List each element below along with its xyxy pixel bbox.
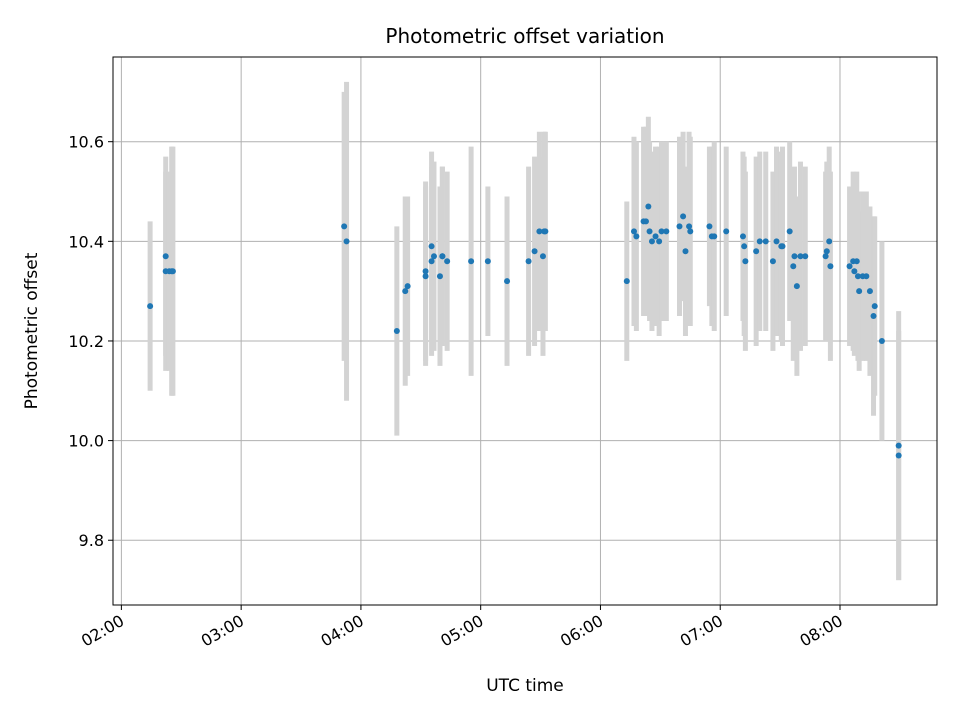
data-point <box>822 253 829 260</box>
data-point <box>895 452 902 459</box>
data-point <box>658 228 665 235</box>
data-point <box>846 263 853 270</box>
data-point <box>428 258 435 265</box>
data-point <box>870 313 877 320</box>
data-point <box>439 253 446 260</box>
data-point <box>680 213 687 220</box>
x-tick-label: 02:00 <box>78 611 127 651</box>
data-point <box>786 228 793 235</box>
data-point <box>422 273 429 280</box>
y-axis-label: Photometric offset <box>22 252 42 409</box>
data-point <box>633 233 640 240</box>
data-point <box>645 203 652 210</box>
plot-frame <box>112 56 938 606</box>
data-point <box>791 253 798 260</box>
data-point <box>802 253 809 260</box>
data-point <box>656 238 663 245</box>
x-axis-ticks: 02:00 03:00 04:00 05:00 06:00 07:00 08:00 <box>78 605 846 651</box>
data-point <box>866 288 873 295</box>
data-points <box>147 203 902 459</box>
data-point <box>741 243 748 250</box>
data-point <box>676 223 683 230</box>
data-point <box>542 228 549 235</box>
data-point <box>343 238 350 245</box>
data-point <box>826 238 833 245</box>
data-point <box>856 288 863 295</box>
data-point <box>895 442 902 449</box>
data-point <box>642 218 649 225</box>
data-point <box>769 258 776 265</box>
data-point <box>436 273 443 280</box>
data-point <box>711 233 718 240</box>
x-tick-label: 05:00 <box>437 611 486 651</box>
data-point <box>756 238 763 245</box>
data-point <box>742 258 749 265</box>
y-axis-ticks: 9.8 10.0 10.2 10.4 10.6 <box>68 133 113 550</box>
x-tick-label: 06:00 <box>557 611 606 651</box>
data-point <box>404 283 411 290</box>
data-point <box>823 248 830 255</box>
data-point <box>162 253 169 260</box>
data-point <box>797 253 804 260</box>
data-point <box>790 263 797 270</box>
data-point <box>853 258 860 265</box>
error-bars <box>147 81 902 581</box>
data-point <box>422 268 429 275</box>
data-point <box>773 238 780 245</box>
x-tick-label: 03:00 <box>198 611 247 651</box>
data-point <box>779 243 786 250</box>
data-point <box>652 233 659 240</box>
data-point <box>428 243 435 250</box>
data-point <box>793 283 800 290</box>
data-point <box>341 223 348 230</box>
data-point <box>827 263 834 270</box>
data-point <box>539 253 546 260</box>
data-point <box>686 223 693 230</box>
data-point <box>706 223 713 230</box>
data-point <box>531 248 538 255</box>
chart-title: Photometric offset variation <box>385 24 664 48</box>
y-tick-label: 10.0 <box>68 432 104 451</box>
x-tick-label: 08:00 <box>797 611 846 651</box>
data-point <box>687 228 694 235</box>
data-point <box>871 303 878 310</box>
data-point <box>739 233 746 240</box>
data-point <box>444 258 451 265</box>
data-point <box>753 248 760 255</box>
data-point <box>878 337 885 344</box>
y-tick-label: 10.6 <box>68 133 104 152</box>
data-point <box>147 303 154 310</box>
data-point <box>623 278 630 285</box>
data-point <box>169 268 176 275</box>
data-point <box>723 228 730 235</box>
data-point <box>863 273 870 280</box>
data-point <box>525 258 532 265</box>
data-point <box>648 238 655 245</box>
data-point <box>402 288 409 295</box>
y-tick-label: 10.2 <box>68 332 104 351</box>
data-point <box>663 228 670 235</box>
data-point <box>854 273 861 280</box>
data-point <box>851 268 858 275</box>
data-point <box>630 228 637 235</box>
x-axis-label: UTC time <box>486 676 564 696</box>
data-point <box>504 278 511 285</box>
y-tick-label: 9.8 <box>79 531 104 550</box>
data-point <box>468 258 475 265</box>
grid-lines <box>113 57 937 605</box>
data-point <box>536 228 543 235</box>
data-point <box>646 228 653 235</box>
x-tick-label: 04:00 <box>317 611 366 651</box>
data-point <box>393 328 400 334</box>
y-tick-label: 10.4 <box>68 232 104 251</box>
data-point <box>484 258 491 265</box>
data-point <box>682 248 689 255</box>
data-point <box>762 238 769 245</box>
x-tick-label: 07:00 <box>677 611 726 651</box>
data-point <box>430 253 437 260</box>
